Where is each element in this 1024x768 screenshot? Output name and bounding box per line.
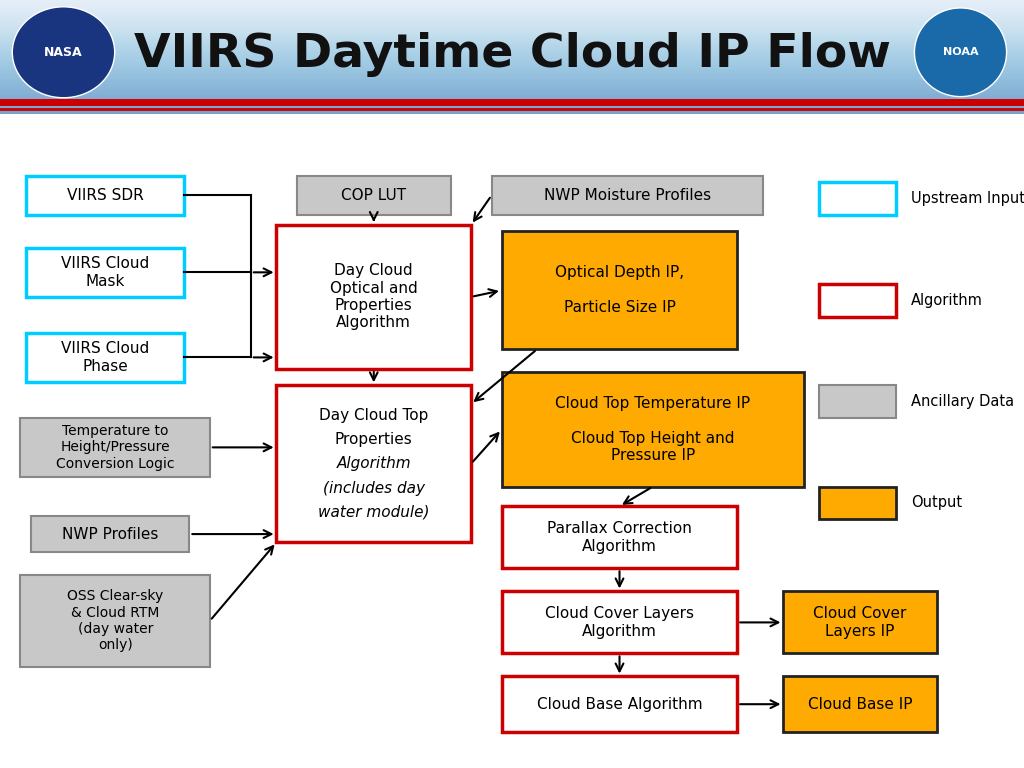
FancyBboxPatch shape: [819, 386, 896, 418]
FancyBboxPatch shape: [502, 372, 804, 487]
Text: Day Cloud
Optical and
Properties
Algorithm: Day Cloud Optical and Properties Algorit…: [330, 263, 418, 330]
FancyBboxPatch shape: [819, 487, 896, 519]
Text: Cloud Cover
Layers IP: Cloud Cover Layers IP: [813, 606, 907, 639]
Text: Algorithm: Algorithm: [337, 456, 411, 472]
Text: Cloud Top Temperature IP

Cloud Top Height and
Pressure IP: Cloud Top Temperature IP Cloud Top Heigh…: [555, 396, 751, 463]
Text: (includes day: (includes day: [323, 481, 425, 495]
Ellipse shape: [914, 8, 1007, 97]
FancyBboxPatch shape: [502, 231, 737, 349]
FancyBboxPatch shape: [20, 575, 210, 667]
FancyBboxPatch shape: [31, 516, 189, 552]
Text: water module): water module): [318, 505, 429, 520]
Text: Cloud Base Algorithm: Cloud Base Algorithm: [537, 697, 702, 712]
Text: NWP Moisture Profiles: NWP Moisture Profiles: [544, 188, 711, 203]
FancyBboxPatch shape: [276, 225, 471, 369]
Text: Upstream Input: Upstream Input: [911, 191, 1024, 207]
Text: Algorithm: Algorithm: [911, 293, 983, 308]
Text: VIIRS SDR: VIIRS SDR: [67, 188, 143, 203]
FancyBboxPatch shape: [26, 333, 184, 382]
Text: COP LUT: COP LUT: [341, 188, 407, 203]
FancyBboxPatch shape: [276, 386, 471, 542]
FancyBboxPatch shape: [819, 182, 896, 215]
Text: OSS Clear-sky
& Cloud RTM
(day water
only): OSS Clear-sky & Cloud RTM (day water onl…: [68, 590, 163, 652]
Ellipse shape: [12, 7, 115, 98]
Text: Temperature to
Height/Pressure
Conversion Logic: Temperature to Height/Pressure Conversio…: [56, 424, 174, 471]
Text: Parallax Correction
Algorithm: Parallax Correction Algorithm: [547, 521, 692, 554]
FancyBboxPatch shape: [819, 284, 896, 316]
Text: Day Cloud Top: Day Cloud Top: [319, 408, 428, 422]
Text: Properties: Properties: [335, 432, 413, 447]
Text: VIIRS Cloud
Mask: VIIRS Cloud Mask: [60, 257, 150, 289]
FancyBboxPatch shape: [783, 677, 937, 732]
FancyBboxPatch shape: [502, 506, 737, 568]
Text: NOAA: NOAA: [943, 48, 978, 58]
Text: Optical Depth IP,

Particle Size IP: Optical Depth IP, Particle Size IP: [555, 266, 684, 315]
Text: Cloud Cover Layers
Algorithm: Cloud Cover Layers Algorithm: [545, 606, 694, 639]
FancyBboxPatch shape: [26, 248, 184, 297]
FancyBboxPatch shape: [20, 418, 210, 477]
FancyBboxPatch shape: [502, 677, 737, 732]
FancyBboxPatch shape: [492, 176, 763, 215]
Text: VIIRS Daytime Cloud IP Flow: VIIRS Daytime Cloud IP Flow: [133, 32, 891, 77]
FancyBboxPatch shape: [26, 176, 184, 215]
Text: VIIRS Cloud
Phase: VIIRS Cloud Phase: [60, 341, 150, 373]
FancyBboxPatch shape: [297, 176, 451, 215]
Text: NWP Profiles: NWP Profiles: [61, 527, 159, 541]
FancyBboxPatch shape: [783, 591, 937, 654]
Text: Ancillary Data: Ancillary Data: [911, 394, 1015, 409]
Text: Output: Output: [911, 495, 963, 511]
Text: Cloud Base IP: Cloud Base IP: [808, 697, 912, 712]
FancyBboxPatch shape: [502, 591, 737, 654]
Text: NASA: NASA: [44, 46, 83, 59]
